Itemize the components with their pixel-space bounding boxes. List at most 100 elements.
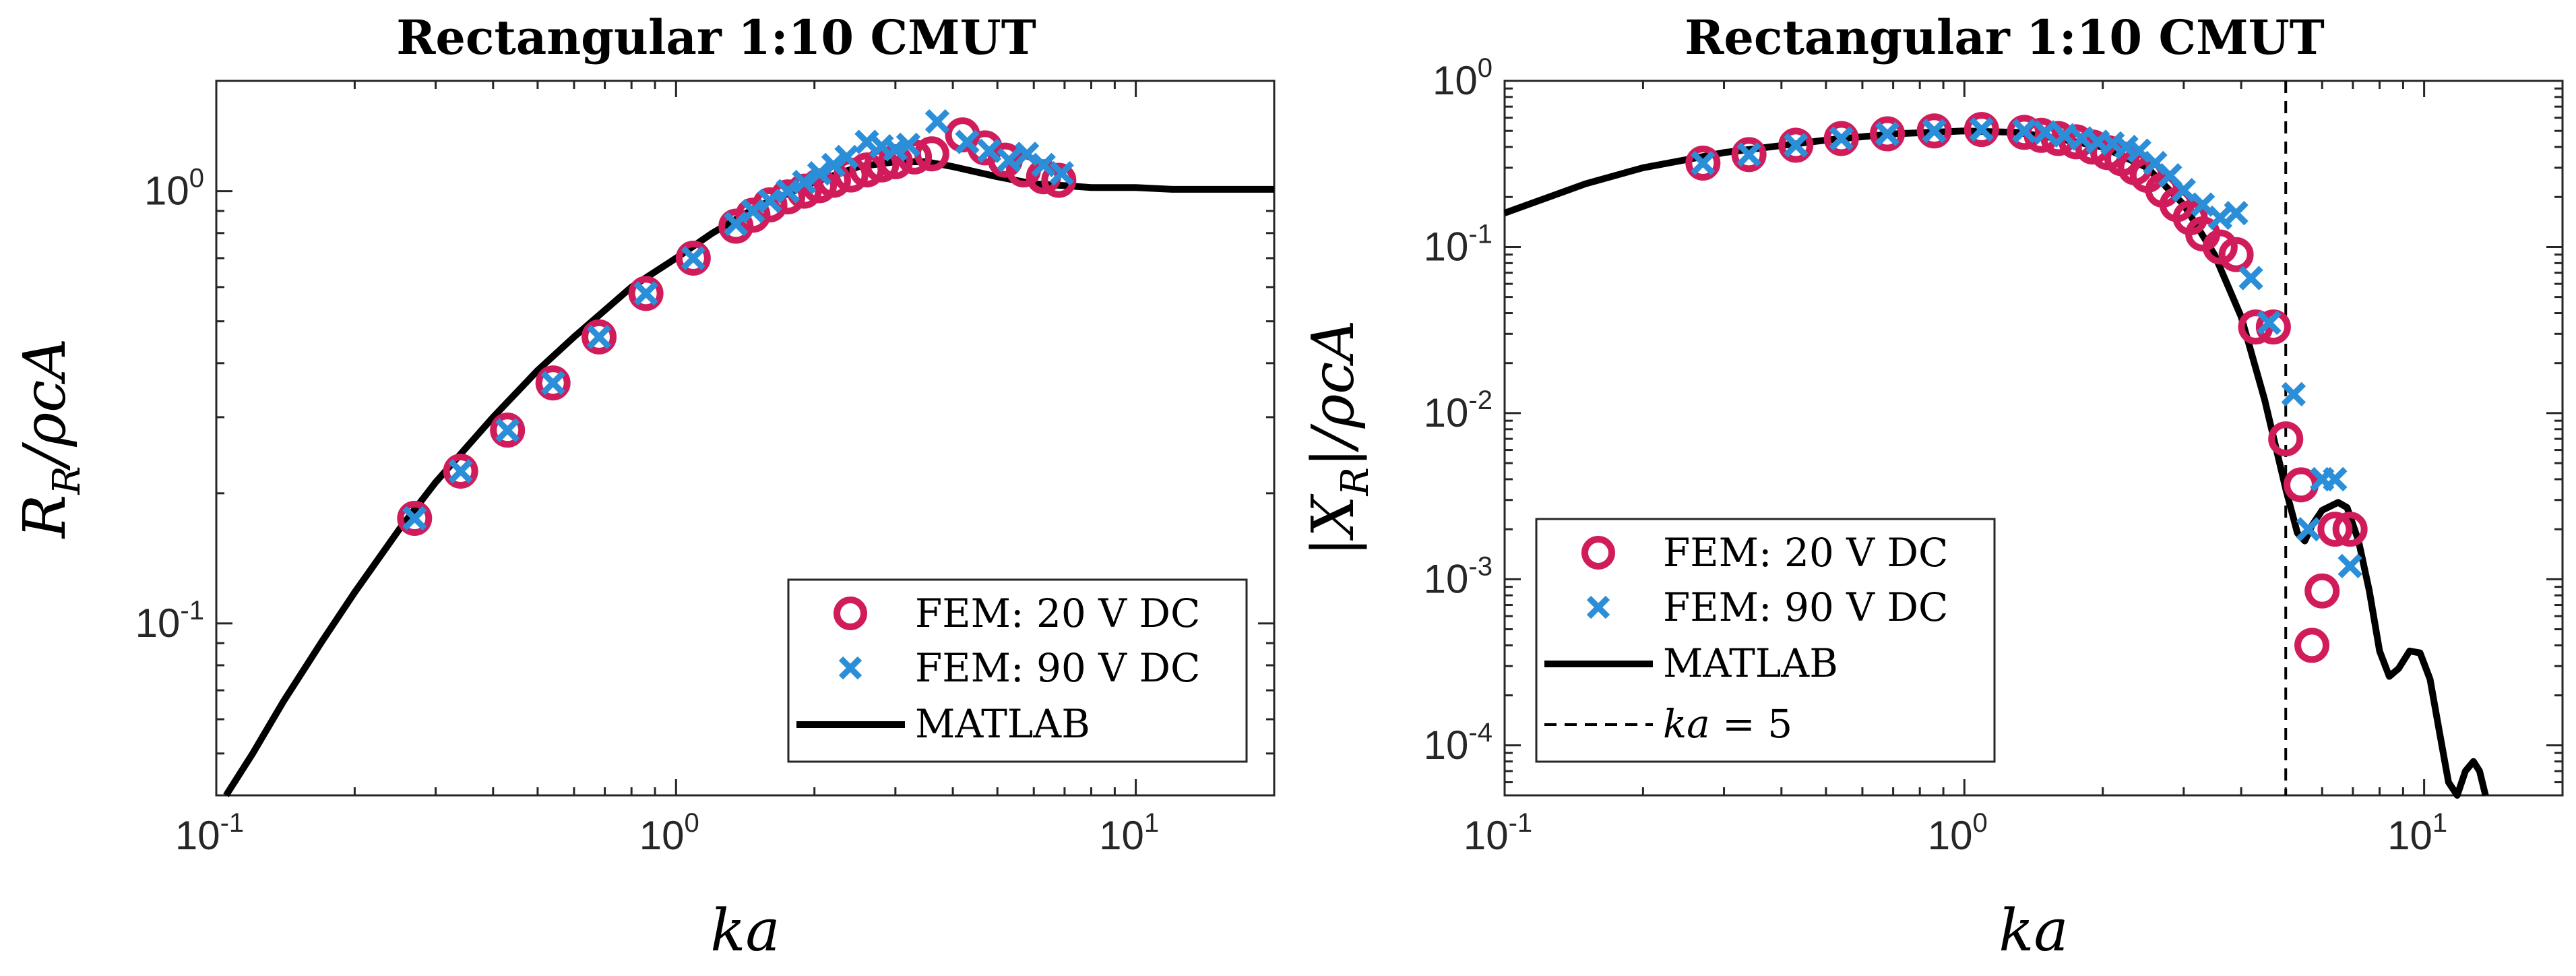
- chart-left-title: Rectangular 1:10 CMUT: [396, 9, 1036, 65]
- chart-left-point-fem20: [443, 454, 478, 489]
- chart-right-point-fem20: [2304, 573, 2340, 609]
- chart-left-point-fem20: [628, 276, 664, 311]
- chart-right-y-tick-label: 10-3: [1424, 551, 1493, 601]
- chart-left-x-tick-label: 10-1: [175, 808, 244, 858]
- chart-right-point-fem20: [2007, 115, 2042, 150]
- chart-left-legend-label-matlab: MATLAB: [915, 701, 1090, 747]
- chart-left-point-fem20: [535, 365, 571, 401]
- chart-left-point-fem90: [924, 109, 950, 134]
- chart-left-resistance: Rectangular 1:10 CMUT 10-1 100 101 10-1 100…: [11, 9, 1276, 965]
- chart-right-point-fem20: [1870, 116, 1906, 152]
- chart-left-point-fem20: [864, 147, 900, 183]
- chart-left-ylabel: RR/ρcA: [11, 338, 89, 540]
- chart-right-point-fem90: [1969, 117, 1994, 142]
- chart-right-point-fem90: [2296, 516, 2321, 542]
- chart-left-point-fem90: [1015, 142, 1040, 166]
- chart-right-y-tick-label: 10-4: [1424, 718, 1493, 768]
- chart-right-y-tick-label: 10-2: [1424, 386, 1493, 435]
- chart-right-point-fem20: [2040, 121, 2076, 156]
- chart-left-point-fem90: [976, 138, 1002, 163]
- chart-left-point-fem90: [834, 144, 859, 170]
- chart-right-point-fem20: [2317, 512, 2353, 547]
- chart-left-point-fem90: [775, 179, 800, 204]
- chart-right-point-fem90: [2012, 119, 2037, 144]
- chart-right-legend-marker-fem90: [1586, 595, 1610, 619]
- chart-left-legend-marker-fem20: [834, 597, 867, 630]
- chart-right-point-fem20: [1823, 121, 1859, 156]
- chart-left-point-fem90: [681, 245, 706, 271]
- chart-left-point-fem90: [633, 281, 658, 306]
- chart-left-point-fem90: [402, 506, 427, 531]
- chart-right-point-fem90: [1922, 119, 1947, 144]
- chart-right-y-tick-label: 10-1: [1424, 219, 1493, 269]
- chart-right-point-fem90: [2323, 466, 2348, 492]
- chart-right-point-fem20: [1685, 145, 1721, 181]
- chart-left-legend-label-fem90: FEM: 90 V DC: [915, 645, 1200, 691]
- chart-right-point-fem20: [2268, 421, 2304, 457]
- chart-left-point-fem90: [741, 198, 765, 224]
- chart-left-point-fem90: [997, 148, 1022, 173]
- chart-right-xlabel: ka: [1999, 897, 2068, 965]
- chart-left-point-fem90: [792, 169, 817, 195]
- chart-left-point-fem90: [896, 132, 921, 158]
- chart-right-point-fem90: [2257, 310, 2282, 335]
- chart-left-point-fem20: [582, 319, 617, 355]
- chart-left-legend-marker-fem90: [838, 656, 862, 680]
- chart-right-point-fem20: [1731, 137, 1767, 173]
- chart-right-x-tick-label: 10-1: [1464, 808, 1532, 858]
- chart-right-point-fem20: [1916, 113, 1952, 149]
- chart-left-point-fem90: [1031, 152, 1056, 177]
- chart-left-svg: Rectangular 1:10 CMUT 10-1 100 101 10-1 100…: [11, 9, 1276, 965]
- chart-right-point-fem20: [1778, 127, 1814, 163]
- chart-right-point-fem20: [2332, 512, 2368, 547]
- chart-left-xlabel: ka: [710, 897, 780, 965]
- chart-right-svg: Rectangular 1:10 CMUT 10-1 100 101 10-4 10-…: [1300, 9, 2564, 965]
- chart-left-point-fem90: [821, 152, 846, 177]
- chart-right-reactance: Rectangular 1:10 CMUT 10-1 100 101 10-4 10-…: [1288, 0, 2576, 976]
- chart-right-legend-label-fem20: FEM: 20 V DC: [1663, 530, 1948, 576]
- chart-right-point-fem20: [1964, 112, 1999, 148]
- chart-right-point-fem20: [2255, 309, 2291, 345]
- chart-right-point-fem90: [1736, 142, 1761, 167]
- chart-left-point-fem20: [397, 501, 433, 537]
- chart-left-point-fem90: [1049, 160, 1074, 186]
- chart-left-legend-label-fem20: FEM: 20 V DC: [915, 590, 1200, 636]
- chart-right-point-fem90: [2224, 200, 2249, 226]
- chart-left-x-tick-label: 101: [1099, 808, 1159, 858]
- chart-left-point-fem90: [540, 370, 565, 396]
- chart-right-point-fem90: [2281, 382, 2306, 407]
- chart-left-point-fem20: [490, 413, 526, 448]
- chart-right-point-fem90: [2033, 120, 2058, 145]
- chart-right-legend-marker-fem20: [1581, 536, 1615, 570]
- chart-right-x-tick-label: 101: [2387, 808, 2447, 858]
- chart-right-title: Rectangular 1:10 CMUT: [1685, 9, 2325, 65]
- chart-left-y-tick-label: 100: [144, 164, 204, 214]
- chart-right-point-fem90: [2052, 123, 2077, 148]
- chart-right-point-fem90: [2238, 266, 2263, 291]
- chart-left-axes-box: [215, 80, 1276, 797]
- chart-right-legend-label-matlab: MATLAB: [1663, 640, 1838, 686]
- chart-right-legend-label-fem90: FEM: 90 V DC: [1663, 584, 1948, 630]
- chart-right-point-fem20: [2294, 628, 2330, 663]
- chart-right-point-fem90: [1829, 126, 1854, 151]
- chart-right-point-fem90: [1875, 121, 1900, 146]
- chart-left-point-fem20: [675, 240, 711, 276]
- chart-left-legend: FEM: 20 V DC FEM: 90 V DC MATLAB: [787, 578, 1248, 763]
- chart-left-point-fem90: [757, 188, 782, 214]
- chart-left-point-fem90: [448, 458, 473, 484]
- chart-left-point-fem90: [807, 160, 832, 186]
- chart-right-point-fem90: [2337, 553, 2362, 579]
- chart-right-legend: FEM: 20 V DC FEM: 90 V DC MATLAB ka = 5: [1535, 518, 1996, 763]
- chart-right-point-fem20: [2284, 467, 2319, 503]
- chart-right-point-fem90: [1691, 150, 1716, 176]
- chart-left-x-tick-label: 100: [639, 808, 699, 858]
- chart-right-point-fem20: [2218, 237, 2254, 272]
- chart-right-y-tick-label: 100: [1433, 53, 1493, 103]
- chart-right-point-fem90: [1784, 133, 1809, 158]
- chart-left-point-fem90: [495, 417, 520, 443]
- chart-right-ylabel: |XR|/ρcA: [1300, 319, 1377, 556]
- chart-left-point-fem90: [586, 324, 612, 350]
- chart-right-x-tick-label: 100: [1928, 808, 1988, 858]
- chart-right-point-fem90: [2171, 177, 2197, 203]
- chart-left-point-fem90: [955, 129, 980, 154]
